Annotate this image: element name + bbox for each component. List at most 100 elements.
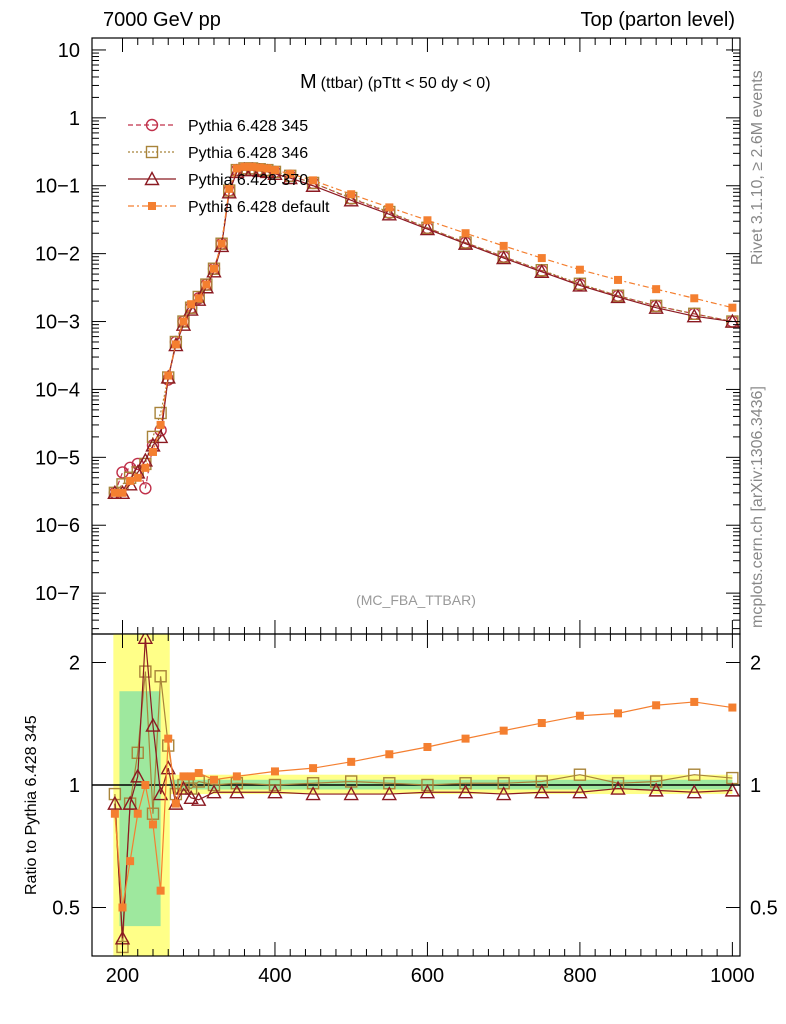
plot-area <box>92 634 740 956</box>
legend-label: Pythia 6.428 346 <box>188 145 308 162</box>
data-point <box>194 294 203 303</box>
y-tick-label: 10−3 <box>35 312 80 334</box>
data-point <box>164 371 173 380</box>
data-point <box>133 809 142 818</box>
data-point <box>381 786 397 801</box>
data-point <box>187 300 196 309</box>
data-point <box>263 164 272 173</box>
data-point <box>133 473 142 482</box>
data-point <box>347 190 356 199</box>
data-point <box>171 340 180 349</box>
plot-title: M (ttbar) (pTtt < 50 dy < 0) <box>300 71 491 93</box>
data-point <box>728 303 737 312</box>
ratio-y-axis-label: Ratio to Pythia 6.428 345 <box>23 715 40 895</box>
data-point <box>686 784 702 799</box>
series-pythia-6-428-default <box>110 162 737 497</box>
series-pythia-6-428-346 <box>108 665 739 954</box>
data-point <box>152 428 169 444</box>
series-pythia-6-428-default <box>110 697 737 912</box>
data-point <box>154 406 167 420</box>
data-point <box>255 163 264 172</box>
legend-label: Pythia 6.428 default <box>188 199 330 216</box>
data-point <box>145 717 161 732</box>
data-point <box>206 784 222 799</box>
data-point <box>385 203 394 212</box>
data-point <box>179 772 188 781</box>
data-point <box>126 476 135 485</box>
y-tick-label-right: 0.5 <box>750 897 778 919</box>
data-point <box>648 299 664 314</box>
rivet-label: Rivet 3.1.10, ≥ 2.6M events <box>749 70 766 265</box>
y-tick-label: 1 <box>69 108 80 130</box>
data-point <box>688 768 701 781</box>
data-point <box>110 488 119 497</box>
plot-frame <box>91 633 741 957</box>
x-tick-label: 400 <box>258 965 291 987</box>
data-point <box>419 784 436 799</box>
data-point <box>575 265 584 274</box>
data-point <box>495 250 512 265</box>
ratio-plot: 200 400 600 800 1000 0.5 0.5 1 1 2 2 Ratio to Pythi… <box>23 633 778 987</box>
header-left: 7000 GeV pp <box>103 9 221 31</box>
y-tick-label: 10−6 <box>35 515 80 537</box>
data-point <box>499 726 508 735</box>
plot-title-sub: (ttbar) (pTtt < 50 dy < 0) <box>321 75 491 92</box>
data-point <box>419 221 436 236</box>
plot-title-main: M <box>300 71 317 93</box>
series-line <box>114 671 733 947</box>
data-point <box>534 263 550 279</box>
series-pythia-6-428-370 <box>107 634 740 945</box>
x-tick-label: 200 <box>106 965 139 987</box>
data-point <box>575 711 584 720</box>
data-point <box>534 784 550 799</box>
y-tick-label-right: 2 <box>750 653 761 675</box>
data-point <box>110 809 119 818</box>
data-point <box>107 795 123 810</box>
data-point <box>343 786 359 801</box>
legend-label: Pythia 6.428 345 <box>188 118 308 135</box>
y-tick-label: 2 <box>69 653 80 675</box>
x-tick-label: 800 <box>563 965 596 987</box>
data-point <box>423 216 432 225</box>
data-point <box>184 782 198 795</box>
data-point <box>572 277 588 292</box>
data-point <box>148 820 157 829</box>
y-tick-label: 10−5 <box>35 447 80 469</box>
data-point <box>232 772 241 781</box>
data-point <box>156 420 165 429</box>
data-point <box>202 280 211 289</box>
y-tick-label: 10−7 <box>35 583 80 605</box>
data-point <box>130 768 146 783</box>
data-point <box>461 734 470 743</box>
data-point <box>179 317 188 326</box>
plot-area <box>107 162 740 500</box>
data-point <box>724 313 740 328</box>
data-point <box>499 241 508 250</box>
data-point <box>347 757 356 766</box>
header-right: Top (parton level) <box>580 9 735 31</box>
data-point <box>192 290 205 304</box>
data-point <box>194 769 203 778</box>
data-point <box>686 308 702 323</box>
y-tick-label: 1 <box>69 775 80 797</box>
data-point <box>207 262 221 275</box>
data-point <box>690 697 699 706</box>
data-point <box>457 784 474 799</box>
data-point <box>270 166 279 175</box>
y-tick-label-right: 1 <box>750 775 761 797</box>
data-point <box>187 772 196 781</box>
data-point <box>229 784 245 799</box>
main-plot: 10 1 10−1 10−2 10−3 10−4 10−5 10−6 10−7 M (ttbar) … <box>35 37 741 635</box>
y-tick-label: 0.5 <box>52 897 80 919</box>
data-point <box>286 169 295 178</box>
series-line <box>114 637 733 939</box>
data-point <box>652 701 661 710</box>
data-point <box>164 734 173 743</box>
y-tick-label: 10 <box>58 40 80 62</box>
data-point <box>381 206 397 221</box>
analysis-annotation: (MC_FBA_TTBAR) <box>356 592 476 608</box>
data-point <box>614 709 623 718</box>
y-tick-label: 10−1 <box>35 176 80 198</box>
data-point <box>139 482 152 495</box>
data-point <box>154 670 167 683</box>
